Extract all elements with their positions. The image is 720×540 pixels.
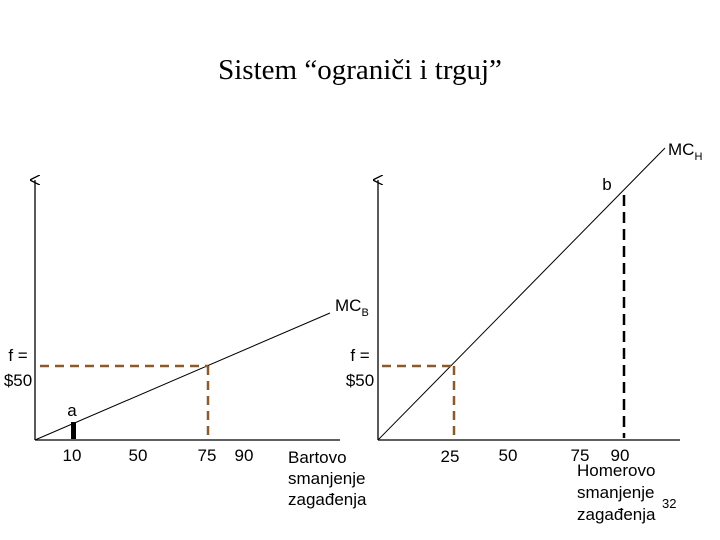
point-a-marker: [71, 422, 76, 439]
right-tick-50: 50: [499, 446, 518, 465]
left-fee-label-line2: $50: [4, 371, 32, 390]
right-diagram: MCH f = $50 b 25 50 75 90 Homerovo smanj…: [346, 140, 703, 524]
point-a-label: a: [67, 401, 77, 420]
right-tick-75: 75: [571, 446, 590, 465]
right-axis-caption-line1: Homerovo: [577, 461, 655, 480]
right-tick-90: 90: [611, 446, 630, 465]
right-axis-caption-line3: zagađenja: [577, 505, 656, 524]
mc-b-curve: [34, 312, 331, 441]
point-b-label: b: [602, 175, 611, 194]
slide-title: Sistem “ograniči i trguj”: [218, 54, 502, 86]
right-axis-caption-line2: smanjenje: [577, 483, 655, 502]
mc-h-curve: [377, 147, 666, 441]
page-number: 32: [662, 496, 676, 511]
left-fee-label-line1: f =: [8, 346, 27, 365]
left-axis-caption-line3: zagađenja: [288, 490, 367, 509]
left-tick-90: 90: [235, 446, 254, 465]
right-fee-label-line2: $50: [346, 371, 374, 390]
left-axis-caption-line2: smanjenje: [288, 469, 366, 488]
right-fee-label-line1: f =: [350, 346, 369, 365]
left-tick-10: 10: [63, 446, 82, 465]
left-diagram: MCB f = $50 a 10 50 75 90 Bartovo smanje…: [4, 180, 369, 509]
mc-b-label: MCB: [335, 296, 369, 319]
left-axis-caption-line1: Bartovo: [288, 448, 347, 467]
right-tick-25: 25: [441, 447, 460, 466]
mc-h-label: MCH: [668, 140, 702, 163]
left-tick-50: 50: [129, 446, 148, 465]
left-tick-75: 75: [198, 446, 217, 465]
